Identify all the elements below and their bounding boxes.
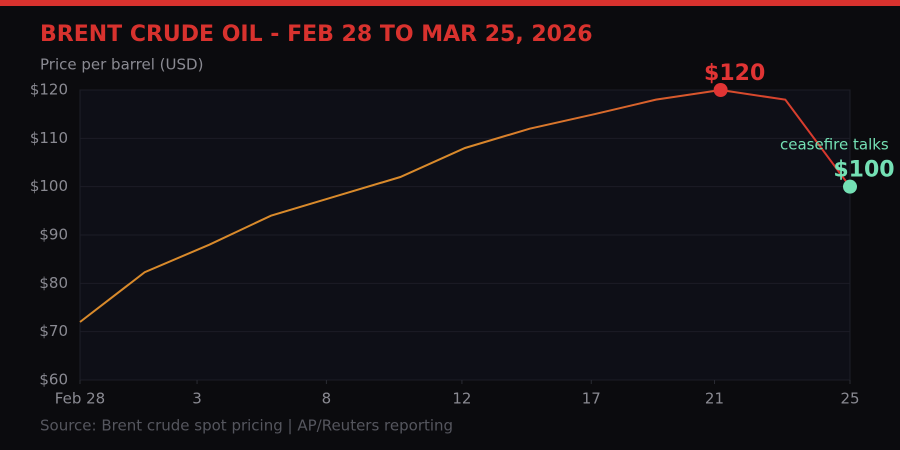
value-label: $120 bbox=[704, 61, 765, 86]
x-tick-label: Feb 28 bbox=[55, 390, 105, 408]
source-note: Source: Brent crude spot pricing | AP/Re… bbox=[40, 417, 453, 435]
y-tick-label: $100 bbox=[30, 177, 68, 195]
y-tick-label: $90 bbox=[39, 226, 68, 244]
y-tick-label: $120 bbox=[30, 81, 68, 99]
y-tick-label: $80 bbox=[39, 274, 68, 292]
annotation: ceasefire talks bbox=[780, 136, 889, 154]
x-tick-label: 21 bbox=[705, 390, 724, 408]
value-label: $100 bbox=[833, 158, 894, 183]
x-tick-label: 17 bbox=[582, 390, 601, 408]
x-tick-label: 25 bbox=[840, 390, 859, 408]
x-tick-label: 8 bbox=[322, 390, 332, 408]
y-tick-label: $60 bbox=[39, 371, 68, 389]
chart-title: BRENT CRUDE OIL - FEB 28 TO MAR 25, 2026 bbox=[40, 22, 593, 47]
x-tick-label: 3 bbox=[192, 390, 202, 408]
point-marker bbox=[843, 179, 857, 194]
y-tick-label: $70 bbox=[39, 322, 68, 340]
top-bar bbox=[0, 0, 900, 6]
x-tick-label: 12 bbox=[452, 390, 471, 408]
chart-subtitle: Price per barrel (USD) bbox=[40, 56, 203, 74]
y-tick-label: $110 bbox=[30, 129, 68, 147]
point-marker bbox=[713, 83, 728, 97]
